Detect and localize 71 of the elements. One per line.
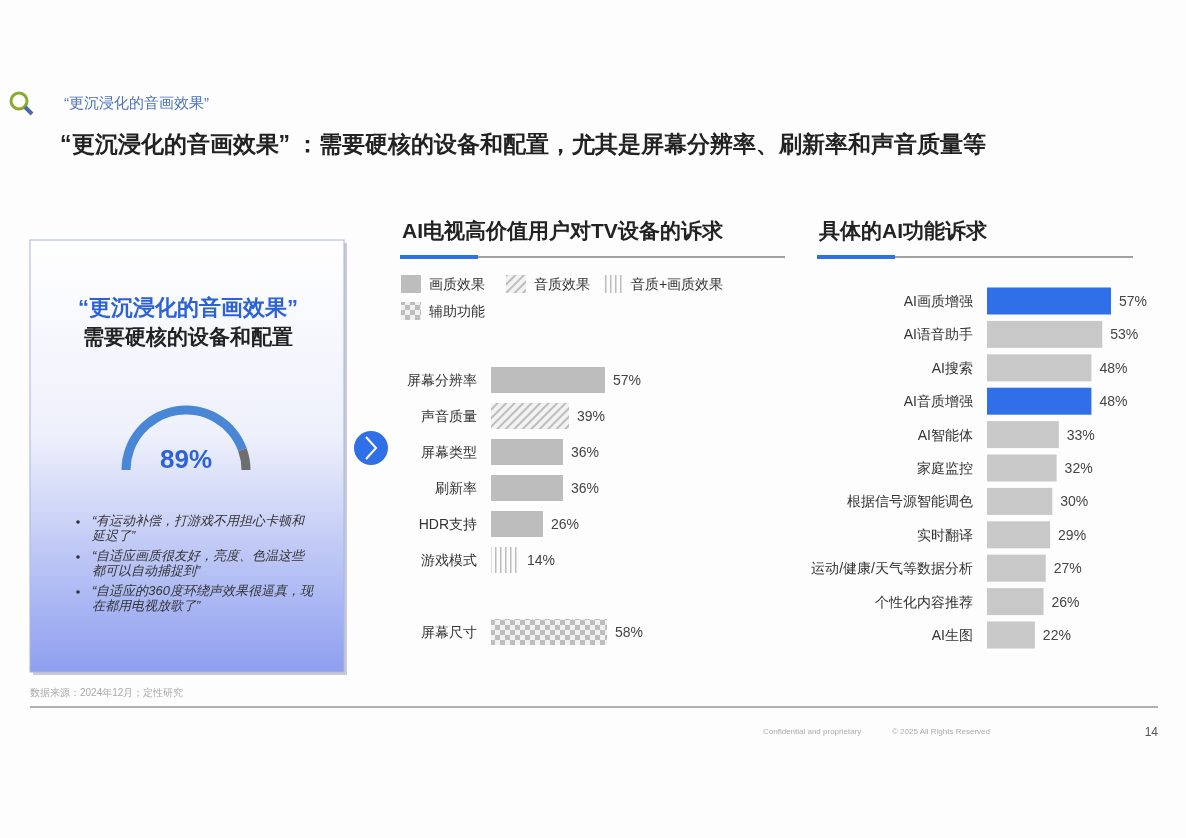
bar xyxy=(491,367,605,393)
text: “有运动补偿，打游戏不用担心卡顿和延迟了” xyxy=(92,513,306,543)
y-tick-label: AI智能体 xyxy=(917,426,973,443)
chart-title: AI电视高价值用户对TV设备的诉求 xyxy=(402,219,724,242)
bar xyxy=(987,454,1057,482)
bar xyxy=(491,439,563,465)
bar xyxy=(987,387,1092,415)
y-tick-label: 运动/健康/天气等数据分析 xyxy=(811,560,973,577)
y-tick-label: 刷新率 xyxy=(435,480,477,496)
data-label: 32% xyxy=(1064,460,1093,476)
data-label: 39% xyxy=(577,408,606,424)
bar xyxy=(987,621,1035,649)
y-tick-label: 游戏模式 xyxy=(421,552,477,568)
legend-label: 画质效果 xyxy=(429,276,485,292)
data-label: 57% xyxy=(613,372,642,388)
chart-subtitle: 需要硬核的设备和配置 xyxy=(83,325,293,348)
chart-title: 具体的AI功能诉求 xyxy=(818,219,988,242)
y-tick-label: 个性化内容推荐 xyxy=(875,593,973,610)
bar xyxy=(987,588,1044,616)
bar xyxy=(987,554,1046,582)
y-tick-label: 声音质量 xyxy=(421,408,477,424)
chart-title: “更沉浸化的音画效果” xyxy=(78,295,298,320)
bar xyxy=(491,511,543,537)
bar xyxy=(987,287,1111,315)
bar xyxy=(987,521,1051,549)
data-label: 27% xyxy=(1053,560,1082,577)
y-tick-label: AI音质增强 xyxy=(903,393,973,410)
y-tick-label: 家庭监控 xyxy=(917,460,973,476)
data-label: 26% xyxy=(551,516,580,532)
y-tick-label: 屏幕尺寸 xyxy=(421,624,477,640)
y-tick-label: HDR支持 xyxy=(418,516,477,532)
bar xyxy=(987,354,1092,382)
data-label: 30% xyxy=(1060,493,1089,510)
data-label: 36% xyxy=(571,480,600,496)
y-tick-label: AI画质增强 xyxy=(903,293,973,309)
data-label: 48% xyxy=(1099,359,1128,376)
legend-label: 音质+画质效果 xyxy=(631,276,724,292)
data-label: 57% xyxy=(1119,293,1148,309)
y-tick-label: 根据信号源智能调色 xyxy=(847,493,973,510)
y-tick-label: 屏幕类型 xyxy=(421,444,477,460)
text: “自适应的360度环绕声效果很逼真，现在都用电视放歌了” xyxy=(92,583,315,613)
source-note: 数据来源：2024年12月；定性研究 xyxy=(30,687,184,698)
data-label: 33% xyxy=(1066,426,1095,443)
bar xyxy=(987,421,1059,449)
text: “更沉浸化的音画效果” ：需要硬核的设备和配置，尤其是屏幕分辨率、刷新率和声音质量等 xyxy=(60,131,987,157)
data-label: 26% xyxy=(1051,593,1080,610)
y-tick-label: AI生图 xyxy=(931,627,973,643)
data-label: 48% xyxy=(1099,393,1128,410)
bar xyxy=(491,403,569,429)
data-label: 53% xyxy=(1110,326,1139,343)
text: “自适应画质很友好，亮度、色温这些都可以自动捕捉到” xyxy=(92,548,306,578)
data-label: 58% xyxy=(615,624,644,640)
legend-label: 辅助功能 xyxy=(429,303,485,319)
text: 14 xyxy=(1144,725,1159,739)
legend-label: 音质效果 xyxy=(534,276,590,292)
bar xyxy=(987,320,1103,348)
bar xyxy=(491,475,563,501)
y-tick-label: 屏幕分辨率 xyxy=(407,372,477,388)
y-tick-label: 实时翻译 xyxy=(917,526,973,543)
data-label: 29% xyxy=(1058,526,1087,543)
data-label: 14% xyxy=(527,552,556,568)
y-tick-label: AI搜索 xyxy=(931,359,973,376)
y-tick-label: AI语音助手 xyxy=(903,326,973,343)
text: © 2025 All Rights Reserved xyxy=(892,727,990,736)
text: Confidential and proprietary xyxy=(763,727,862,736)
bar xyxy=(491,619,607,645)
bar xyxy=(987,487,1053,515)
data-label: 36% xyxy=(571,444,600,460)
text: “更沉浸化的音画效果” xyxy=(64,94,209,111)
data-label: 22% xyxy=(1042,627,1071,643)
data-label: 89% xyxy=(159,444,213,474)
